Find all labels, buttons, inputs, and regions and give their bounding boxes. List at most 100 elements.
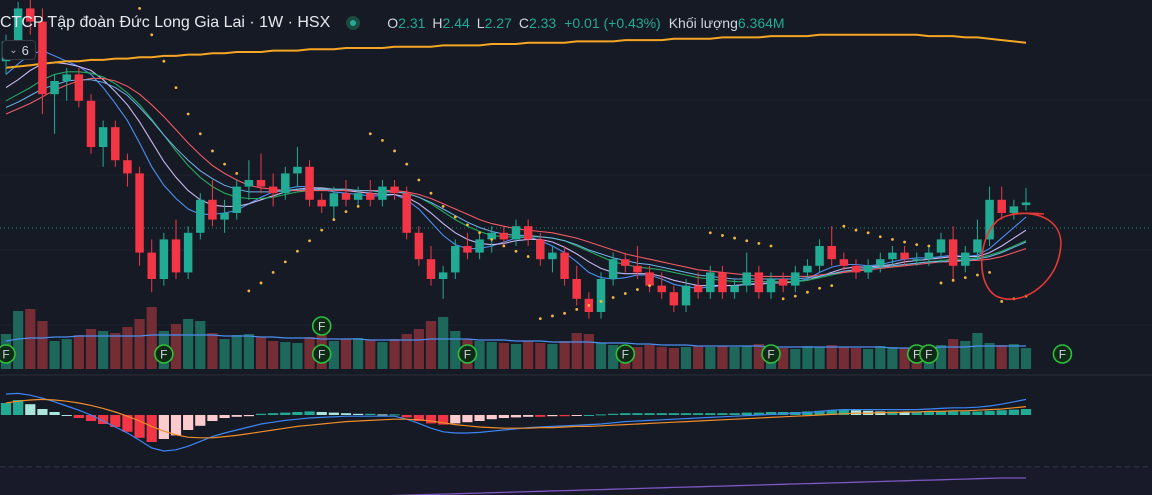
macd-histogram-bar	[620, 413, 631, 415]
rsi-pane	[0, 467, 1152, 495]
candle-body	[536, 239, 545, 260]
candle	[232, 180, 241, 220]
annotation-circle	[980, 212, 1062, 301]
volume-bar	[729, 347, 740, 369]
volume-bar	[887, 347, 898, 369]
candle-body	[305, 166, 314, 200]
psar-dot	[575, 307, 579, 311]
psar-dot	[818, 286, 821, 290]
psar-dot	[441, 205, 445, 208]
macd-histogram-bar	[438, 415, 449, 425]
psar-dot	[976, 273, 979, 277]
volume-bar	[535, 343, 546, 369]
indicators-collapse-button[interactable]: ⌄ 6	[2, 40, 36, 60]
candle	[924, 246, 934, 266]
macd-histogram-bar	[960, 411, 971, 415]
candle	[973, 219, 982, 260]
psar-dot	[417, 178, 421, 182]
volume-bar	[328, 341, 339, 369]
candle	[62, 67, 71, 101]
event-label: F	[318, 348, 325, 362]
macd-histogram-bar	[632, 413, 643, 415]
event-marker: F	[457, 344, 478, 364]
candle	[645, 265, 654, 293]
volume-bar	[559, 341, 570, 369]
psar-dot	[951, 278, 955, 282]
volume-bar	[790, 349, 801, 369]
volume-bar	[1008, 344, 1019, 369]
psar-dot	[223, 162, 226, 166]
candle-body	[900, 252, 909, 260]
candle	[390, 180, 399, 200]
macd-histogram-bar	[231, 415, 242, 417]
psar-dot	[514, 249, 518, 253]
candle	[778, 272, 788, 293]
psar-dot	[429, 191, 433, 195]
event-label: F	[160, 348, 167, 362]
macd-histogram-bar	[559, 415, 570, 417]
macd-histogram-bar	[656, 413, 667, 415]
macd-histogram-bar	[741, 412, 752, 415]
volume-bar	[741, 346, 752, 369]
annotation-layer	[980, 212, 1062, 301]
candle-body	[86, 100, 96, 147]
candle-body	[511, 226, 521, 240]
volume-ma-line	[5, 334, 1026, 349]
candle-body	[353, 193, 363, 200]
psar-dot	[368, 132, 372, 136]
macd-histogram-bar	[280, 412, 291, 415]
candle	[681, 279, 691, 312]
psar-dot	[283, 260, 287, 264]
candle-body	[426, 259, 436, 279]
macd-histogram-bar	[243, 415, 254, 417]
volume-bar	[450, 331, 461, 369]
candle	[803, 259, 812, 279]
candle-body	[487, 232, 496, 240]
volume-bar	[438, 317, 449, 369]
psar-dot	[1000, 300, 1004, 303]
psar-dot	[963, 276, 967, 280]
macd-histogram-bar	[401, 415, 412, 418]
candle-body	[778, 279, 788, 286]
macd-histogram-bar	[255, 413, 267, 415]
candle-body	[742, 272, 751, 286]
candle-body	[888, 252, 897, 260]
psar-dot	[271, 271, 275, 274]
candle-body	[608, 259, 618, 279]
candle-body	[438, 272, 448, 279]
candle-body	[839, 259, 849, 266]
volume-bar	[571, 333, 582, 369]
candle-body	[924, 252, 934, 260]
candle-body	[38, 21, 47, 95]
volume-label: Khối lượng	[668, 15, 738, 31]
candle-body	[693, 285, 703, 293]
macd-histogram-bar	[98, 415, 109, 424]
psar-dot	[806, 290, 809, 294]
candle	[135, 166, 144, 266]
event-label: F	[318, 320, 325, 334]
symbol-title[interactable]: CTCP Tập đoàn Đức Long Gia Lai · 1W · HS…	[0, 14, 331, 31]
candle-body	[621, 259, 630, 266]
macd-histogram-bar	[219, 415, 230, 418]
price-pane	[1, 0, 1031, 320]
volume-bar	[753, 344, 764, 369]
candle	[353, 186, 363, 207]
candle	[706, 265, 715, 299]
volume-bar	[668, 348, 679, 369]
psar-dot	[854, 228, 858, 232]
psar-dot	[138, 6, 141, 10]
macd-histogram-bar	[948, 411, 959, 415]
candle-body	[329, 193, 339, 207]
volume-bar	[875, 346, 886, 369]
candle	[281, 166, 290, 200]
candle-body	[1021, 202, 1031, 206]
candle-body	[815, 246, 824, 266]
macd-histogram-bar	[316, 412, 327, 415]
volume-bar	[523, 341, 534, 369]
candle	[730, 279, 739, 299]
macd-histogram-bar	[61, 415, 72, 416]
macd-histogram-bar	[49, 412, 60, 415]
macd-histogram-bar	[826, 410, 837, 415]
candle-body	[669, 292, 679, 306]
